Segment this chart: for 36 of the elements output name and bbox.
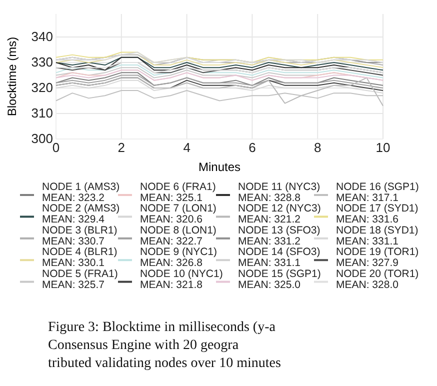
y-tick-label: 320 xyxy=(31,80,53,96)
x-axis-title: Minutes xyxy=(198,160,241,174)
x-tick-label: 2 xyxy=(118,140,126,156)
text: Consensus Engine with 20 geogra xyxy=(48,338,240,353)
y-tick-label: 340 xyxy=(31,29,53,44)
text: tributed validating nodes over 10 minutes xyxy=(48,356,281,371)
y-tick-label: 310 xyxy=(31,106,53,121)
legend-label: NODE 2 (AMS3) MEAN: 329.4 xyxy=(42,202,120,226)
legend-label: NODE 13 (SFO3) MEAN: 331.2 xyxy=(238,224,320,248)
legend-label: NODE 3 (BLR1) MEAN: 330.7 xyxy=(42,224,118,248)
y-axis-title: Blocktime (ms) xyxy=(5,36,19,116)
legend-label: NODE 12 (NYC3) MEAN: 321.2 xyxy=(238,202,321,226)
y-tick-label: 330 xyxy=(31,54,53,70)
legend-label: NODE 14 (SFO3) MEAN: 331.1 xyxy=(238,246,320,270)
legend-label: NODE 5 (FRA1) MEAN: 325.7 xyxy=(42,268,118,291)
legend-label: NODE 16 (SGP1) MEAN: 317.1 xyxy=(336,181,419,204)
legend-label: NODE 20 (TOR1) MEAN: 328.0 xyxy=(336,268,419,291)
legend-label: NODE 15 (SGP1) MEAN: 325.0 xyxy=(238,268,321,291)
legend-label: NODE 17 (SYD1) MEAN: 331.6 xyxy=(336,202,418,226)
legend-label: NODE 6 (FRA1) MEAN: 325.1 xyxy=(140,181,216,204)
legend-label: NODE 9 (NYC1) MEAN: 326.8 xyxy=(140,246,218,270)
legend-label: NODE 11 (NYC3) MEAN: 328.8 xyxy=(238,181,320,204)
legend-label: NODE 18 (SYD1) MEAN: 331.1 xyxy=(336,224,418,248)
legend-label: NODE 10 (NYC1) MEAN: 321.8 xyxy=(140,268,223,291)
legend-label: NODE 4 (BLR1) MEAN: 330.1 xyxy=(42,246,118,270)
x-tick-label: 6 xyxy=(248,140,256,156)
legend-label: NODE 19 (TOR1) MEAN: 327.9 xyxy=(336,246,419,270)
legend-label: NODE 7 (LON1) MEAN: 320.6 xyxy=(140,202,216,226)
x-tick-label: 10 xyxy=(376,140,390,156)
legend-label: NODE 1 (AMS3) MEAN: 323.2 xyxy=(42,181,120,204)
x-tick-label: 4 xyxy=(183,140,190,156)
x-tick-label: 0 xyxy=(52,140,60,156)
x-tick-label: 8 xyxy=(314,140,322,156)
caption: Figure 3: Blocktime in milliseconds (y-a xyxy=(48,320,276,335)
y-tick-label: 300 xyxy=(31,131,53,146)
legend-label: NODE 8 (LON1) MEAN: 322.7 xyxy=(140,224,216,248)
